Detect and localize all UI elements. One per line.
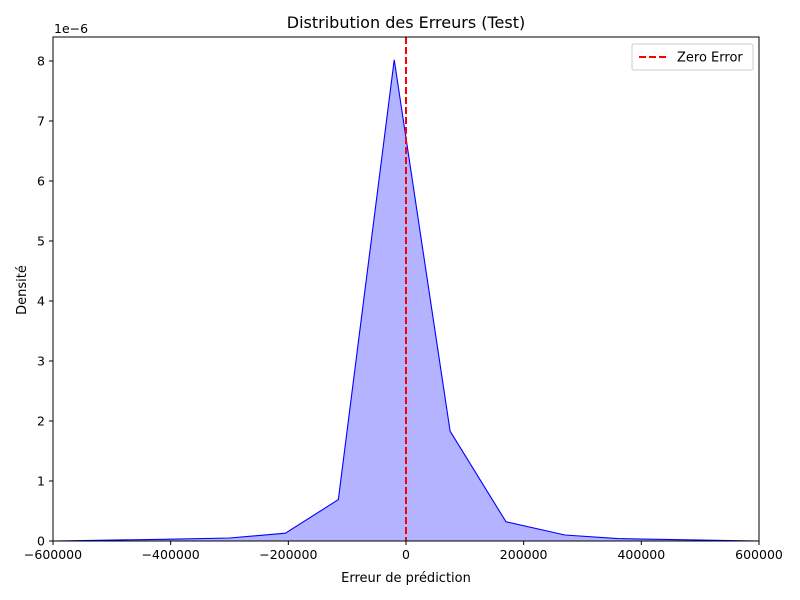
legend-label-zero-error: Zero Error: [677, 51, 743, 66]
y-tick-label: 7: [37, 114, 45, 129]
x-axis-label: Erreur de prédiction: [341, 571, 471, 586]
legend: Zero Error: [631, 43, 754, 71]
x-tick-label: −200000: [259, 547, 317, 562]
y-tick-label: 6: [37, 174, 45, 189]
y-tick-label: 3: [37, 354, 45, 369]
x-tick-label: −600000: [24, 547, 82, 562]
x-tick-label: 600000: [735, 547, 783, 562]
y-tick-label: 0: [37, 534, 45, 549]
y-offset-label: 1e−6: [54, 21, 88, 36]
y-tick-label: 8: [37, 54, 45, 69]
y-tick-label: 5: [37, 234, 45, 249]
y-tick-label: 2: [37, 414, 45, 429]
x-tick-label: 200000: [500, 547, 548, 562]
x-tick-label: −400000: [142, 547, 200, 562]
y-axis-label: Densité: [15, 265, 30, 315]
series-0-line: [52, 59, 760, 542]
chart-title: Distribution des Erreurs (Test): [287, 13, 525, 32]
y-tick-label: 1: [37, 474, 45, 489]
legend-box: [631, 43, 754, 71]
x-tick-label: 0: [402, 547, 410, 562]
axes: −600000 −400000 −200000 0 200000 400000 600000…: [24, 36, 783, 562]
x-tick-label: 400000: [617, 547, 665, 562]
y-tick-label: 4: [37, 294, 45, 309]
plot-area: [52, 37, 760, 542]
